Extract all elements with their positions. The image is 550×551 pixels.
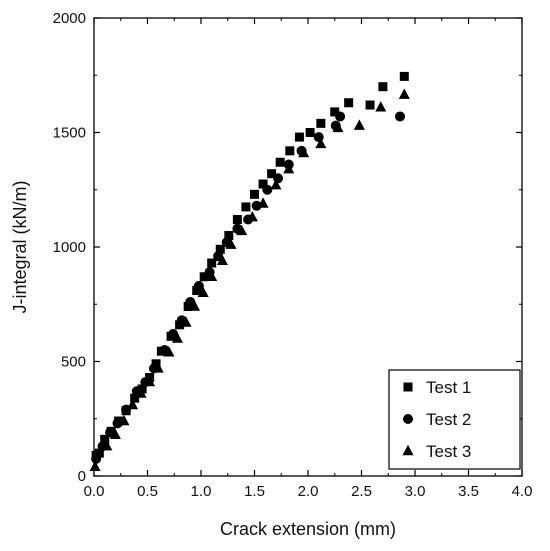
- data-point-triangle: [236, 224, 248, 236]
- data-point-triangle: [353, 119, 365, 130]
- data-point-square: [305, 128, 315, 137]
- data-point-triangle: [270, 178, 282, 190]
- data-point-circle: [193, 280, 204, 291]
- data-point-triangle: [398, 88, 410, 99]
- x-tick-label: 1.5: [244, 483, 265, 500]
- data-point-triangle: [89, 460, 101, 472]
- data-point-square: [378, 82, 388, 92]
- data-point-square: [100, 434, 110, 444]
- legend-marker-triangle: [402, 444, 414, 456]
- data-point-triangle: [135, 387, 147, 398]
- data-point-square: [192, 286, 202, 296]
- legend-marker-circle: [403, 414, 413, 424]
- data-point-square: [94, 448, 104, 458]
- axis-ticks: 0.0 0.5 1.0 1.5 2.0 2.5 3.0 3.5 4.0 0 500 1000 1500 2…: [53, 10, 533, 500]
- series-test-3: [89, 88, 410, 472]
- data-point-square: [250, 189, 259, 199]
- data-point-triangle: [315, 137, 327, 149]
- data-point-square: [365, 100, 375, 110]
- x-tick-label: 0.0: [84, 483, 105, 500]
- y-tick-label: 1000: [53, 239, 86, 256]
- data-point-square: [267, 169, 277, 179]
- legend-item: Test 2: [403, 410, 471, 429]
- y-tick-label: 500: [61, 354, 86, 371]
- data-point-square: [207, 258, 217, 268]
- data-point-triangle: [127, 398, 139, 410]
- data-point-square: [137, 384, 147, 394]
- data-point-circle: [262, 184, 273, 195]
- legend-items: Test 1 Test 2 Test 3: [402, 378, 471, 461]
- x-tick-label: 4.0: [512, 483, 533, 500]
- legend-item: Test 3: [402, 442, 471, 461]
- data-point-square: [241, 202, 251, 212]
- legend-label: Test 2: [426, 410, 471, 429]
- data-point-square: [344, 98, 354, 108]
- data-point-square: [215, 244, 225, 254]
- data-point-square: [175, 320, 185, 330]
- data-point-square: [199, 272, 209, 282]
- data-point-triangle: [180, 316, 192, 327]
- data-point-square: [330, 107, 340, 117]
- x-tick-label: 1.0: [191, 483, 212, 500]
- data-point-circle: [251, 200, 262, 211]
- y-tick-label: 0: [78, 468, 86, 485]
- x-axis-title: Crack extension (mm): [220, 519, 396, 539]
- data-point-circle: [395, 111, 406, 122]
- data-point-square: [224, 231, 234, 241]
- data-point-square: [275, 157, 285, 167]
- data-point-triangle: [283, 162, 295, 174]
- data-point-triangle: [101, 440, 113, 451]
- data-point-circle: [91, 453, 102, 464]
- data-point-square: [151, 359, 161, 369]
- legend-label: Test 1: [426, 378, 471, 397]
- data-markers: [89, 71, 410, 472]
- data-point-triangle: [332, 121, 344, 133]
- data-point-triangle: [152, 362, 164, 373]
- data-point-square: [130, 393, 140, 403]
- data-point-square: [294, 132, 304, 142]
- x-tick-label: 3.0: [405, 483, 426, 500]
- y-tick-label: 1500: [53, 125, 86, 142]
- data-point-square: [399, 71, 409, 81]
- data-point-triangle: [197, 286, 209, 297]
- data-point-triangle: [216, 254, 228, 265]
- x-tick-label: 3.5: [458, 483, 479, 500]
- data-point-circle: [112, 418, 123, 429]
- y-axis-title: J-integral (kN/m): [10, 180, 30, 313]
- x-tick-label: 2.0: [298, 483, 319, 500]
- data-point-square: [258, 179, 268, 189]
- data-point-triangle: [189, 300, 201, 311]
- data-point-square: [285, 146, 295, 156]
- data-point-triangle: [171, 332, 183, 343]
- series-test-2: [91, 111, 406, 464]
- data-point-triangle: [298, 146, 310, 158]
- legend-label: Test 3: [426, 442, 471, 461]
- legend-marker-square: [403, 382, 413, 392]
- y-tick-label: 2000: [53, 10, 86, 27]
- data-point-triangle: [257, 197, 269, 208]
- data-point-triangle: [375, 101, 387, 112]
- data-point-square: [316, 118, 326, 128]
- data-point-triangle: [109, 428, 121, 439]
- data-point-triangle: [163, 346, 175, 357]
- data-point-triangle: [246, 211, 258, 222]
- data-point-triangle: [225, 238, 237, 249]
- data-point-square: [183, 302, 193, 312]
- data-point-square: [232, 215, 242, 225]
- data-point-triangle: [118, 414, 130, 426]
- legend-item: Test 1: [403, 378, 471, 397]
- x-tick-label: 2.5: [351, 483, 372, 500]
- data-point-triangle: [144, 375, 156, 387]
- legend: Test 1 Test 2 Test 3: [388, 369, 521, 470]
- series-test-1: [91, 71, 409, 460]
- x-tick-label: 0.5: [137, 483, 158, 500]
- data-point-triangle: [206, 270, 218, 281]
- data-point-circle: [335, 111, 346, 122]
